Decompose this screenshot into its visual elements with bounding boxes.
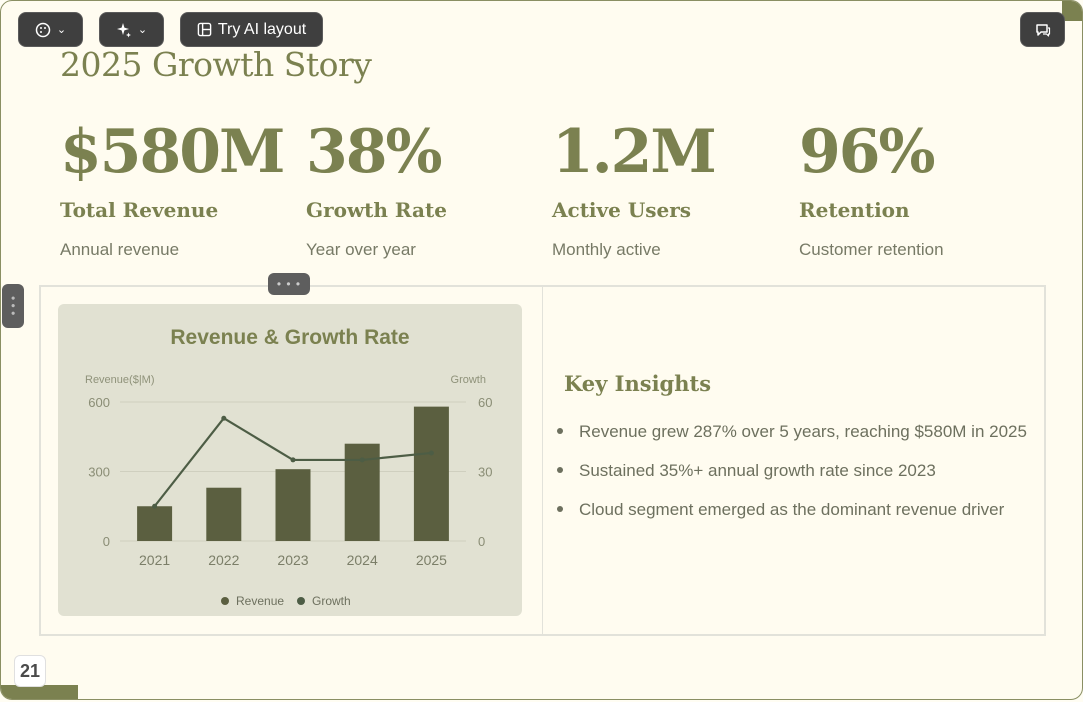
chart-card[interactable]: Revenue & Growth Rate Revenue($|M) Growth… xyxy=(58,304,522,616)
y-right-tick-label: 60 xyxy=(478,395,492,410)
y-right-axis-label: Growth xyxy=(451,374,486,386)
y-left-tick-label: 0 xyxy=(103,534,110,549)
stat-active-users[interactable]: 1.2M Active Users Monthly active xyxy=(552,116,717,260)
point-growth xyxy=(221,415,227,421)
y-left-axis-label: Revenue($|M) xyxy=(85,374,155,386)
stat-value: 38% xyxy=(306,117,443,187)
comment-icon xyxy=(1035,23,1050,37)
insight-item: Sustained 35%+ annual growth rate since … xyxy=(557,458,1027,483)
theme-button[interactable]: ⌄ xyxy=(18,12,83,47)
stat-label: Growth Rate xyxy=(306,198,447,222)
comment-button[interactable] xyxy=(1020,12,1065,47)
stat-value: $580M xyxy=(60,117,285,187)
stat-sub: Year over year xyxy=(306,240,416,259)
slide-title[interactable]: 2025 Growth Story xyxy=(60,45,372,84)
stat-label: Retention xyxy=(799,198,910,222)
x-tick-label: 2023 xyxy=(277,552,308,568)
insight-item: Cloud segment emerged as the dominant re… xyxy=(557,497,1027,522)
point-growth xyxy=(428,450,434,456)
corner-accent xyxy=(1062,1,1082,21)
column-divider[interactable] xyxy=(542,286,543,635)
stat-sub: Monthly active xyxy=(552,240,661,259)
stat-retention[interactable]: 96% Retention Customer retention xyxy=(799,116,944,260)
stat-label: Total Revenue xyxy=(60,198,219,222)
bar-revenue xyxy=(275,469,311,541)
y-left-tick-label: 300 xyxy=(88,465,110,480)
stat-label: Active Users xyxy=(552,198,692,222)
x-tick-label: 2025 xyxy=(416,552,447,568)
drag-handle-vertical[interactable]: • • • xyxy=(2,284,24,328)
stat-total-revenue[interactable]: $580M Total Revenue Annual revenue xyxy=(60,116,285,260)
legend-revenue-label: Revenue xyxy=(236,594,284,608)
y-right-tick-label: 0 xyxy=(478,534,485,549)
stat-value: 1.2M xyxy=(552,117,717,187)
point-growth xyxy=(290,457,296,463)
legend-revenue-marker xyxy=(221,597,229,605)
x-tick-label: 2024 xyxy=(347,552,378,568)
insight-item: Revenue grew 287% over 5 years, reaching… xyxy=(557,419,1027,444)
y-right-tick-label: 30 xyxy=(478,465,492,480)
legend-growth-label: Growth xyxy=(312,594,351,608)
palette-icon xyxy=(35,22,51,37)
stat-growth-rate[interactable]: 38% Growth Rate Year over year xyxy=(306,116,447,260)
legend-growth-marker xyxy=(297,597,305,605)
chart-title: Revenue & Growth Rate xyxy=(170,326,410,349)
point-growth xyxy=(359,457,365,463)
sparkle-icon xyxy=(116,22,131,37)
bottom-accent xyxy=(1,685,78,699)
stat-sub: Annual revenue xyxy=(60,240,180,259)
x-tick-label: 2021 xyxy=(139,552,170,568)
insights-title[interactable]: Key Insights xyxy=(564,371,712,396)
drag-handle-horizontal[interactable]: • • • xyxy=(268,273,310,295)
bar-revenue xyxy=(137,506,173,541)
bar-revenue xyxy=(413,406,449,541)
chevron-down-icon: ⌄ xyxy=(137,24,148,36)
x-tick-label: 2022 xyxy=(208,552,239,568)
y-left-tick-label: 600 xyxy=(88,395,110,410)
layout-icon xyxy=(197,22,212,37)
stat-value: 96% xyxy=(799,117,936,187)
insights-list[interactable]: Revenue grew 287% over 5 years, reaching… xyxy=(557,419,1027,536)
stat-sub: Customer retention xyxy=(799,240,944,259)
bar-revenue xyxy=(206,487,242,541)
page-number: 21 xyxy=(14,655,46,687)
point-growth xyxy=(152,503,158,509)
chevron-down-icon: ⌄ xyxy=(56,24,67,36)
try-ai-layout-label: Try AI layout xyxy=(217,20,307,38)
try-ai-layout-button[interactable]: Try AI layout xyxy=(180,12,323,47)
ai-button[interactable]: ⌄ xyxy=(99,12,164,47)
